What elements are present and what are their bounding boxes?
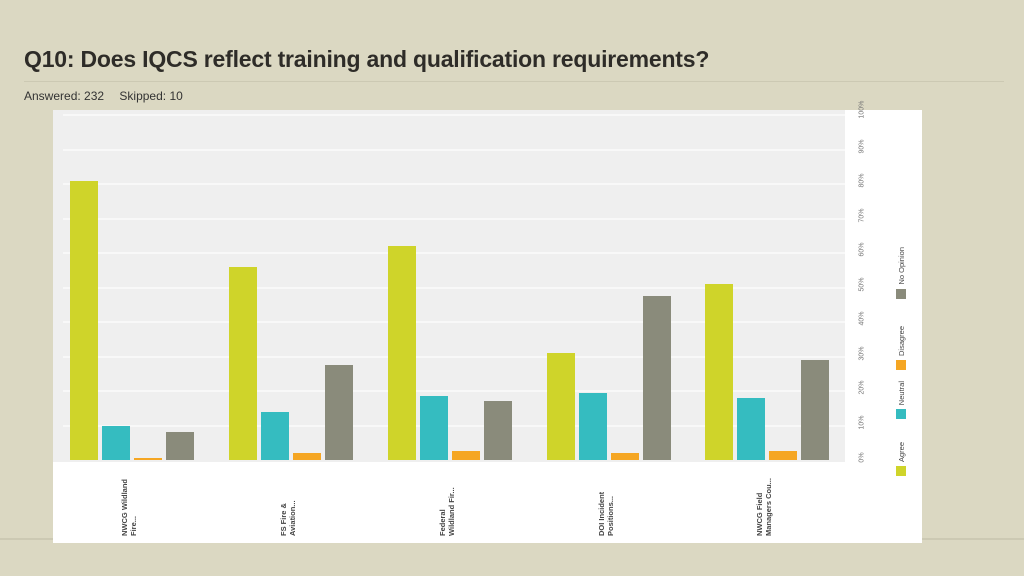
bar-neutral[interactable]: [737, 397, 765, 460]
bar-agree[interactable]: [388, 246, 416, 460]
y-tick-label: 0%: [858, 452, 866, 463]
x-label-line: Aviation...: [288, 500, 297, 536]
bar-disagree[interactable]: [134, 458, 162, 460]
bar-agree[interactable]: [547, 353, 575, 460]
bar-disagree[interactable]: [452, 451, 480, 460]
gridline: [63, 183, 845, 185]
bar-no-opinion[interactable]: [484, 401, 512, 460]
x-label-line: DOI Incident: [597, 491, 606, 536]
bar-neutral[interactable]: [102, 425, 130, 460]
y-tick-label: 80%: [858, 173, 866, 188]
y-tick-label: 30%: [858, 345, 866, 360]
gridline: [63, 252, 845, 254]
y-tick-label: 40%: [858, 311, 866, 326]
header-divider: [24, 81, 1004, 82]
gridline: [63, 355, 845, 358]
x-label-line: Wildland Fir...: [447, 487, 456, 536]
gridline: [63, 148, 845, 151]
answered-count: Answered: 232: [24, 89, 105, 103]
bar-agree[interactable]: [70, 180, 98, 460]
bar-neutral[interactable]: [261, 411, 289, 460]
x-category-label: NWCG Wildland Fire...: [120, 466, 138, 536]
response-stats: Answered: 232 Skipped: 10: [24, 89, 195, 103]
legend-swatch: [896, 360, 906, 371]
legend-label: Neutral: [896, 380, 906, 405]
gridline: [63, 424, 845, 427]
x-label-line: Fire...: [129, 515, 138, 536]
x-label-line: FS Fire &: [279, 503, 288, 536]
bar-agree[interactable]: [705, 284, 733, 460]
x-label-line: Managers Cou...: [764, 478, 773, 536]
x-label-line: Positions...: [606, 495, 615, 536]
bar-no-opinion[interactable]: [166, 432, 194, 460]
legend-item-neutral[interactable]: Neutral: [896, 381, 906, 419]
plot-area: [53, 110, 845, 462]
y-tick-label: 90%: [858, 138, 866, 153]
y-tick-label: 100%: [858, 100, 866, 119]
gridline: [63, 217, 845, 220]
x-label-line: Federal: [438, 509, 447, 536]
bar-neutral[interactable]: [579, 392, 607, 460]
legend-label: Disagree: [896, 326, 906, 357]
x-label-line: NWCG Field: [755, 492, 764, 536]
skipped-count: Skipped: 10: [119, 89, 183, 103]
chart-panel: 0% 10% 20% 30% 40% 50% 60% 70% 80% 90% 100% NWCG W…: [53, 100, 922, 543]
page-title: Q10: Does IQCS reflect training and qual…: [24, 46, 710, 72]
y-tick-label: 20%: [858, 380, 866, 395]
bar-no-opinion[interactable]: [643, 296, 671, 460]
gridline: [63, 321, 845, 323]
legend-label: No Opinion: [896, 247, 906, 285]
legend-item-disagree[interactable]: Disagree: [896, 326, 906, 371]
bar-no-opinion[interactable]: [801, 359, 829, 460]
bar-disagree[interactable]: [769, 451, 797, 460]
bar-agree[interactable]: [229, 266, 257, 460]
legend-swatch: [896, 465, 906, 476]
x-label-line: NWCG Wildland: [120, 478, 129, 536]
legend-swatch: [896, 288, 906, 299]
legend-item-agree[interactable]: Agree: [896, 442, 906, 476]
bar-disagree[interactable]: [293, 453, 321, 460]
gridline: [63, 286, 845, 289]
gridline: [63, 114, 845, 116]
x-category-label: FS Fire & Aviation...: [279, 466, 297, 536]
bar-no-opinion[interactable]: [325, 365, 353, 460]
gridline: [63, 390, 845, 392]
bar-disagree[interactable]: [611, 453, 639, 460]
legend-label: Agree: [896, 441, 906, 462]
x-category-label: DOI Incident Positions...: [597, 466, 615, 536]
legend-swatch: [896, 408, 906, 419]
x-category-label: NWCG Field Managers Cou...: [755, 466, 773, 536]
y-tick-label: 50%: [858, 276, 866, 291]
legend-item-no-opinion[interactable]: No Opinion: [896, 247, 906, 299]
bar-neutral[interactable]: [420, 396, 448, 460]
y-tick-label: 60%: [858, 242, 866, 257]
y-tick-label: 70%: [858, 207, 866, 222]
y-tick-label: 10%: [858, 414, 866, 429]
x-category-label: Federal Wildland Fir...: [438, 466, 456, 536]
